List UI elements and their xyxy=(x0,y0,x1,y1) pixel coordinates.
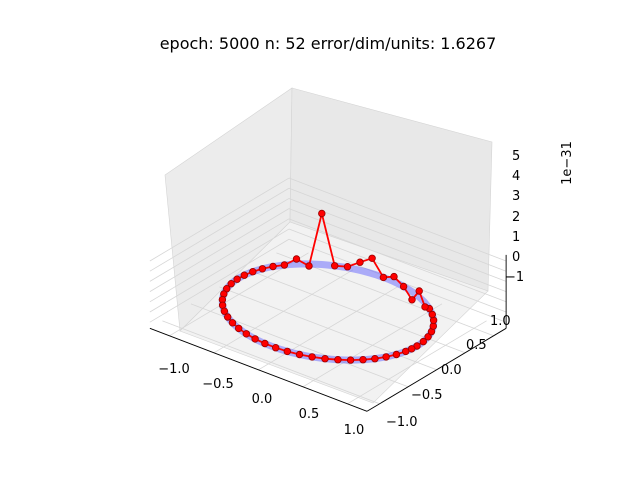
trajectory-point xyxy=(415,287,423,295)
grid-line xyxy=(149,187,290,272)
trajectory-point xyxy=(292,255,301,263)
trajectory-point xyxy=(343,263,352,271)
axes-panes xyxy=(164,87,493,404)
z-tick-label: 5 xyxy=(512,149,520,164)
trajectory-point xyxy=(223,313,232,321)
z-offset-label: 1e−31 xyxy=(560,141,575,185)
trajectory-point xyxy=(408,296,416,304)
x-tick-label: −0.5 xyxy=(202,377,234,392)
trajectory-point xyxy=(359,356,367,364)
trajectory-point xyxy=(428,310,436,319)
y-tick-label: 0.0 xyxy=(441,363,462,378)
trajectory-point xyxy=(331,262,339,270)
trajectory-point xyxy=(283,347,291,356)
x-tick-label: −1.0 xyxy=(158,362,190,377)
trajectory-point xyxy=(272,344,280,352)
z-tick-label: −1 xyxy=(505,270,524,285)
y-tick-label: −1.0 xyxy=(386,415,418,430)
trajectory-point xyxy=(249,268,257,276)
x-axis-ticks: −1.0 −0.5 0.0 0.5 1.0 xyxy=(158,362,364,438)
grid-line xyxy=(347,320,487,405)
trajectory-point xyxy=(220,307,229,315)
trajectory-point xyxy=(258,265,267,273)
trajectory-point xyxy=(242,330,250,338)
trajectory-path xyxy=(221,213,435,362)
trajectory-point xyxy=(227,280,235,288)
z-tick-label: 4 xyxy=(512,169,520,184)
trajectory-point xyxy=(233,275,241,283)
trajectory-point xyxy=(251,335,259,343)
z-tick-label: 1 xyxy=(512,230,520,245)
trajectory-points xyxy=(218,209,438,364)
trajectory-point xyxy=(234,324,243,333)
trajectory-point xyxy=(346,356,355,364)
trajectory-point xyxy=(228,319,237,327)
grid-line xyxy=(149,238,290,323)
z-tick-label: 0 xyxy=(512,250,520,265)
axis-lines xyxy=(149,254,507,412)
z-tick-label: 3 xyxy=(512,189,520,204)
grid-line xyxy=(149,177,290,262)
trajectory-point xyxy=(392,350,401,359)
grid-line xyxy=(149,228,290,313)
grid-line xyxy=(149,208,290,292)
grid-line xyxy=(288,228,507,313)
grid-line xyxy=(149,218,290,303)
trajectory-point xyxy=(419,337,427,346)
grid-line xyxy=(302,303,443,388)
trajectory-point xyxy=(240,271,248,279)
trajectory-point xyxy=(334,356,342,364)
trajectory-point xyxy=(399,282,408,291)
y-axis-line xyxy=(366,327,507,412)
trajectory-point xyxy=(280,261,289,269)
grid-line xyxy=(288,177,507,262)
trajectory-point xyxy=(371,355,379,363)
trajectory-point xyxy=(305,262,313,270)
trajectory-point xyxy=(261,339,269,348)
grid-line xyxy=(219,286,437,371)
y-tick-label: 0.5 xyxy=(466,338,487,353)
x-tick-label: 0.5 xyxy=(299,407,320,422)
trajectory-point xyxy=(308,353,316,361)
trajectory-point xyxy=(356,258,364,266)
trajectory-point xyxy=(318,209,326,218)
trajectory-point xyxy=(382,353,390,361)
trajectory-point xyxy=(402,347,410,356)
grid-line xyxy=(288,218,507,303)
chart-title: epoch: 5000 n: 52 error/dim/units: 1.626… xyxy=(160,34,497,53)
trajectory-point xyxy=(295,350,304,359)
grid-line xyxy=(149,198,290,282)
pane-floor xyxy=(179,221,489,404)
grid-line xyxy=(288,208,507,292)
grid-line xyxy=(288,187,507,272)
trajectory-point xyxy=(368,254,376,262)
z-axis-ticks: −1 0 1 2 3 4 5 1e−31 xyxy=(505,141,575,285)
y-tick-label: 1.0 xyxy=(490,314,511,329)
x-axis-line xyxy=(149,327,368,412)
trajectory-point xyxy=(408,345,416,353)
trajectory-line xyxy=(221,213,435,362)
trajectory-point xyxy=(321,355,329,363)
x-tick-label: 1.0 xyxy=(344,423,365,438)
y-axis-ticks: 1.0 0.5 0.0 −0.5 −1.0 xyxy=(386,314,511,430)
trajectory-point xyxy=(269,262,277,271)
trajectory-point xyxy=(379,273,388,282)
trajectory-point xyxy=(390,272,398,281)
x-tick-label: 0.0 xyxy=(252,392,273,407)
trajectory-point xyxy=(424,333,432,341)
trajectory-point xyxy=(421,303,429,311)
y-tick-label: −0.5 xyxy=(411,388,443,403)
z-tick-label: 2 xyxy=(512,210,520,225)
